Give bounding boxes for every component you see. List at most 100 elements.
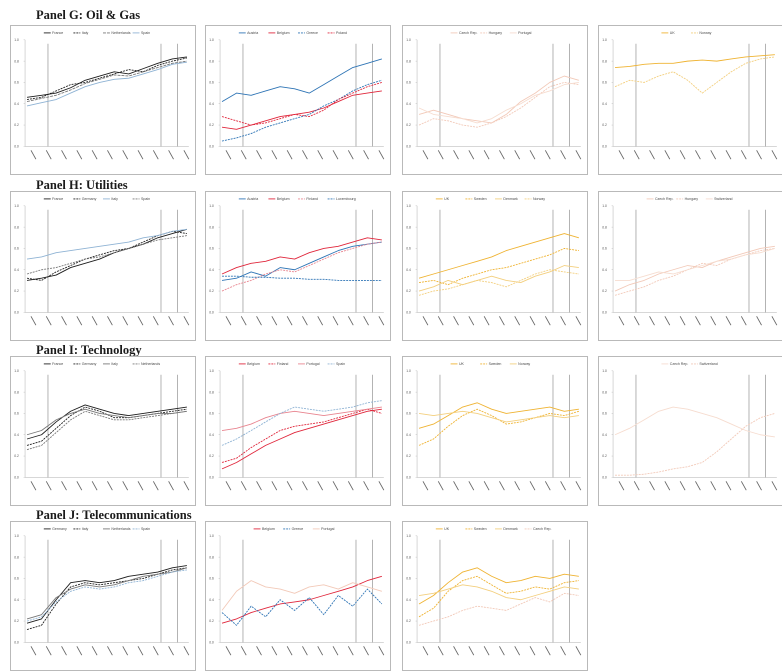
x-tick-label <box>710 481 717 491</box>
series-line <box>221 408 382 470</box>
x-tick-label <box>468 481 475 491</box>
legend-item: Belgium <box>268 31 290 35</box>
x-tick-label <box>256 316 262 326</box>
x-tick-label <box>347 481 354 491</box>
x-tick-label <box>679 150 686 160</box>
x-tick-label <box>422 150 429 160</box>
chart-i-1: France Germany Italy Netherlands 1.0 0.8 0.6 0.… <box>10 356 196 506</box>
x-tick-label <box>183 150 190 160</box>
x-tick-label <box>317 150 324 160</box>
y-tick-label: 0.6 <box>14 81 19 85</box>
legend-item: Czech Rep. <box>646 197 674 201</box>
x-tick-label <box>422 316 429 326</box>
y-tick-label: 0.0 <box>406 476 411 480</box>
x-tick-label <box>514 646 521 656</box>
series-line <box>418 247 579 286</box>
legend-label: Hungary <box>685 197 699 201</box>
y-tick-label: 0.0 <box>14 311 19 315</box>
legend-item: Sweden <box>480 362 501 366</box>
y-tick-label: 0.4 <box>209 268 214 272</box>
x-tick-label <box>560 481 566 491</box>
legend-item: Germany <box>73 362 97 366</box>
x-tick-label <box>725 481 732 491</box>
x-tick-label <box>468 646 475 656</box>
legend-item: Switzerland <box>705 197 733 201</box>
legend-label: Luxembourg <box>336 197 356 201</box>
chart-g-2: Austria Belgium Greece Poland 1.0 0.8 0.6 0.4 0.… <box>205 25 391 175</box>
x-tick-label <box>514 150 521 160</box>
y-tick-label: 0.2 <box>602 454 607 458</box>
legend-label: UK <box>670 31 676 35</box>
x-tick-label <box>725 150 732 160</box>
legend-item: Netherlands <box>132 362 160 366</box>
x-tick-label <box>168 646 174 656</box>
x-tick-label <box>363 481 369 491</box>
legend-label: Germany <box>52 527 67 531</box>
y-tick-label: 0.6 <box>14 412 19 416</box>
y-tick-label: 0.2 <box>209 123 214 127</box>
series-line <box>26 404 187 440</box>
legend-label: Netherlands <box>111 31 130 35</box>
y-tick-label: 0.2 <box>602 123 607 127</box>
series-line <box>26 57 187 100</box>
x-tick-label <box>771 150 778 160</box>
legend-label: UK <box>444 197 450 201</box>
chart-j-3: UK Sweden Denmark Czech Rep. 1.0 0.8 0.6 0.4 0.2… <box>402 521 588 671</box>
legend-item: Sweden <box>465 527 487 531</box>
x-tick-label <box>618 481 625 491</box>
legend-item: Portugal <box>298 362 320 366</box>
y-tick-label: 0.4 <box>14 433 19 437</box>
y-tick-label: 0.0 <box>406 641 411 645</box>
legend-label: Sweden <box>474 197 487 201</box>
series-line <box>221 241 382 281</box>
x-tick-label <box>286 481 293 491</box>
chart-j-1: Germany Italy Netherlands Spain 1.0 0.8 0.6 0.4… <box>10 521 196 671</box>
x-tick-label <box>137 316 144 326</box>
series-line <box>26 235 187 275</box>
y-tick-label: 0.6 <box>406 577 411 581</box>
series-line <box>418 81 579 128</box>
x-tick-label <box>137 646 144 656</box>
y-tick-label: 0.0 <box>14 476 19 480</box>
y-tick-label: 0.4 <box>14 268 19 272</box>
x-tick-label <box>152 481 159 491</box>
x-tick-label <box>649 481 655 491</box>
x-tick-label <box>633 481 640 491</box>
x-tick-label <box>152 150 159 160</box>
y-tick-label: 1.0 <box>14 38 19 42</box>
y-tick-label: 0.2 <box>209 454 214 458</box>
chart-i-2: Belgium Finland Portugal Spain 1.0 0.8 0.6 0.4 0… <box>205 356 391 506</box>
series-line <box>26 60 187 103</box>
x-tick-label <box>695 316 701 326</box>
series-line <box>221 90 382 130</box>
x-tick-label <box>649 316 655 326</box>
x-tick-label <box>107 646 113 656</box>
y-tick-label: 0.0 <box>209 476 214 480</box>
x-tick-label <box>664 150 671 160</box>
x-tick-label <box>225 646 232 656</box>
chart-svg: UK Sweden Denmark Czech Rep. 1.0 0.8 0.6 0.4 0.2… <box>406 527 582 656</box>
x-tick-label <box>363 316 369 326</box>
x-tick-label <box>544 646 551 656</box>
series-line <box>418 575 579 618</box>
x-tick-label <box>91 481 98 491</box>
x-tick-label <box>76 481 83 491</box>
y-tick-label: 0.8 <box>602 225 607 229</box>
chart-svg: Czech Rep. Switzerland 1.0 0.8 0.6 0.4 0.2 0.0 <box>602 362 778 491</box>
x-tick-label <box>332 316 339 326</box>
x-tick-label <box>45 481 52 491</box>
x-tick-label <box>45 646 52 656</box>
y-tick-label: 0.6 <box>209 247 214 251</box>
series-line <box>615 413 775 476</box>
series-line <box>26 567 187 620</box>
x-tick-label <box>756 481 762 491</box>
y-tick-label: 0.8 <box>209 225 214 229</box>
series-line <box>418 269 579 296</box>
y-tick-label: 0.0 <box>406 311 411 315</box>
x-tick-label <box>168 481 174 491</box>
x-tick-label <box>710 150 717 160</box>
x-tick-label <box>76 150 83 160</box>
x-tick-label <box>302 646 308 656</box>
y-tick-label: 0.4 <box>406 598 411 602</box>
y-tick-label: 1.0 <box>14 369 19 373</box>
